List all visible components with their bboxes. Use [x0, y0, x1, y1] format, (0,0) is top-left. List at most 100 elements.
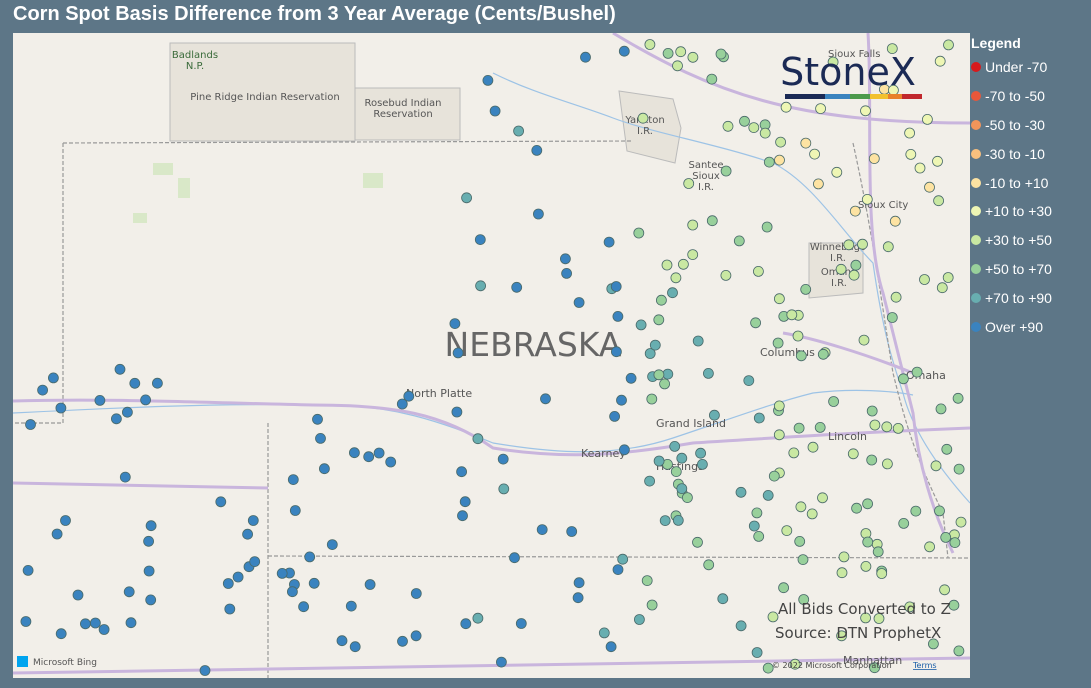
bid-point[interactable]	[326, 539, 338, 551]
bid-point[interactable]	[817, 348, 829, 360]
bid-point[interactable]	[868, 153, 880, 164]
bid-point[interactable]	[304, 551, 316, 563]
bid-point[interactable]	[145, 520, 157, 532]
bid-point[interactable]	[403, 390, 415, 402]
bid-point[interactable]	[644, 348, 656, 359]
bid-point[interactable]	[472, 433, 484, 445]
bid-point[interactable]	[497, 453, 509, 465]
bid-point[interactable]	[911, 366, 923, 378]
bid-point[interactable]	[866, 405, 878, 417]
bid-point[interactable]	[860, 105, 871, 117]
bid-point[interactable]	[37, 384, 49, 396]
bid-point[interactable]	[646, 393, 658, 405]
bid-point[interactable]	[232, 571, 244, 583]
bid-point[interactable]	[876, 568, 888, 579]
bid-point[interactable]	[531, 145, 543, 156]
bid-point[interactable]	[451, 406, 463, 418]
bid-point[interactable]	[662, 368, 674, 380]
bid-point[interactable]	[910, 505, 922, 517]
bid-point[interactable]	[20, 616, 32, 627]
bid-point[interactable]	[122, 406, 133, 418]
bid-point[interactable]	[953, 645, 965, 657]
bid-point[interactable]	[72, 589, 84, 601]
bid-point[interactable]	[924, 541, 935, 553]
bid-point[interactable]	[125, 617, 137, 629]
bid-point[interactable]	[858, 334, 870, 346]
bid-point[interactable]	[456, 466, 468, 478]
bid-point[interactable]	[743, 375, 755, 387]
bid-point[interactable]	[751, 507, 763, 519]
bid-point[interactable]	[800, 137, 812, 149]
legend-item[interactable]: +30 to +50	[971, 226, 1089, 255]
bid-point[interactable]	[720, 165, 732, 177]
bid-point[interactable]	[813, 178, 824, 190]
bid-point[interactable]	[634, 614, 645, 625]
bid-point[interactable]	[692, 335, 704, 347]
bid-point[interactable]	[661, 259, 673, 271]
bid-point[interactable]	[857, 238, 868, 250]
bid-point[interactable]	[560, 253, 571, 265]
bid-point[interactable]	[119, 471, 131, 483]
bid-point[interactable]	[533, 208, 544, 220]
bid-point[interactable]	[653, 455, 665, 467]
bid-point[interactable]	[90, 617, 101, 629]
bid-point[interactable]	[397, 635, 408, 647]
bid-point[interactable]	[814, 421, 826, 433]
bid-point[interactable]	[80, 618, 91, 630]
bid-point[interactable]	[860, 561, 872, 572]
bid-point[interactable]	[678, 258, 689, 270]
bid-point[interactable]	[835, 263, 847, 275]
bid-point[interactable]	[540, 393, 551, 405]
bid-point[interactable]	[881, 421, 893, 433]
bid-point[interactable]	[792, 330, 804, 342]
bid-point[interactable]	[509, 552, 520, 564]
bid-point[interactable]	[838, 551, 850, 563]
bid-point[interactable]	[363, 451, 375, 463]
bid-point[interactable]	[94, 394, 106, 406]
bid-point[interactable]	[644, 475, 655, 487]
bid-point[interactable]	[298, 601, 310, 613]
legend-item[interactable]: -70 to -50	[971, 82, 1089, 111]
bid-point[interactable]	[873, 613, 885, 624]
bid-point[interactable]	[793, 422, 805, 434]
bid-point[interactable]	[474, 234, 486, 246]
bid-point[interactable]	[276, 568, 288, 579]
bid-point[interactable]	[788, 447, 800, 459]
bid-point[interactable]	[611, 346, 622, 358]
bid-point[interactable]	[60, 515, 71, 526]
bid-point[interactable]	[659, 515, 671, 527]
bid-point[interactable]	[753, 530, 765, 542]
bid-point[interactable]	[653, 369, 665, 381]
bid-point[interactable]	[949, 537, 961, 549]
bid-point[interactable]	[318, 463, 330, 475]
bid-point[interactable]	[289, 505, 301, 516]
bid-point[interactable]	[561, 267, 572, 279]
bid-point[interactable]	[511, 281, 523, 293]
bid-point[interactable]	[780, 101, 792, 113]
bid-point[interactable]	[753, 412, 765, 424]
bid-point[interactable]	[753, 265, 764, 277]
bid-point[interactable]	[774, 293, 785, 305]
legend-item[interactable]: Under -70	[971, 53, 1089, 82]
bid-point[interactable]	[672, 60, 683, 72]
bid-point[interactable]	[653, 314, 665, 326]
bid-point[interactable]	[948, 599, 960, 611]
bid-point[interactable]	[345, 600, 357, 612]
bid-point[interactable]	[940, 531, 952, 543]
bid-point[interactable]	[224, 603, 236, 615]
bid-point[interactable]	[739, 115, 750, 127]
bid-point[interactable]	[933, 195, 944, 207]
bid-point[interactable]	[199, 665, 211, 676]
bid-point[interactable]	[869, 662, 880, 674]
bid-point[interactable]	[807, 441, 819, 453]
bid-point[interactable]	[482, 75, 494, 86]
legend-item[interactable]: -50 to -30	[971, 111, 1089, 140]
bid-point[interactable]	[287, 474, 299, 486]
bid-point[interactable]	[849, 205, 861, 217]
bid-point[interactable]	[924, 181, 935, 193]
bid-point[interactable]	[659, 378, 670, 390]
bid-point[interactable]	[904, 601, 916, 613]
bid-point[interactable]	[919, 274, 930, 285]
bid-point[interactable]	[768, 470, 780, 482]
legend-item[interactable]: -10 to +10	[971, 168, 1089, 197]
